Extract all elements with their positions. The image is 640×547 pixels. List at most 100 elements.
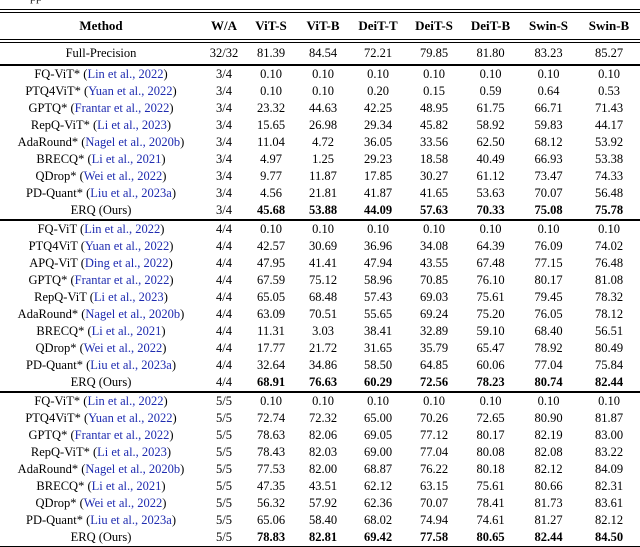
accuracy-value-cell: 47.35 <box>256 478 286 493</box>
table-row: ERQ (Ours) 3/4 45.68 53.88 44.09 57.63 70.33 75… <box>0 202 640 220</box>
wa-bitwidth-cell: 3/4 <box>216 117 232 132</box>
accuracy-value-cell: 58.92 <box>476 117 505 132</box>
citation-link[interactable]: Frantar et al., 2022 <box>74 100 170 115</box>
accuracy-value-cell: 67.59 <box>256 272 286 287</box>
accuracy-value-cell: 41.41 <box>308 255 338 270</box>
quantization-results-table: Method W/A ViT-S ViT-B DeiT-T DeiT-S DeiT-B Swi… <box>0 9 640 547</box>
citation-close-paren: ) <box>166 117 172 132</box>
citation-close-paren: ) <box>163 66 168 81</box>
accuracy-value-cell: 21.81 <box>308 185 338 200</box>
method-cell: PD-Quant* (Liu et al., 2023a) <box>0 185 202 202</box>
accuracy-value-cell: 82.03 <box>308 444 338 459</box>
accuracy-value-cell: 80.08 <box>476 444 505 459</box>
method-name: AdaRound* ( <box>17 306 86 321</box>
table-row: AdaRound* (Nagel et al., 2020b) 5/5 77.53 8… <box>0 461 640 478</box>
accuracy-value-cell: 82.00 <box>308 461 338 476</box>
citation-close-paren: ) <box>160 221 165 236</box>
citation-link[interactable]: Wei et al., 2022 <box>83 340 163 355</box>
accuracy-value-cell: 0.10 <box>537 393 560 408</box>
accuracy-value-cell: 11.87 <box>309 168 337 183</box>
method-name: GPTQ* ( <box>28 100 75 115</box>
accuracy-value-cell: 34.08 <box>419 238 449 253</box>
accuracy-value-cell: 81.87 <box>594 410 624 425</box>
accuracy-value-cell: 0.10 <box>598 393 620 408</box>
accuracy-value-cell: 83.61 <box>594 495 624 510</box>
accuracy-value-cell: 0.10 <box>479 66 502 81</box>
accuracy-value-cell: 0.10 <box>423 221 445 236</box>
table-row: BRECQ* (Li et al., 2021) 4/4 11.31 3.03 38.4… <box>0 323 640 340</box>
accuracy-value-cell: 0.10 <box>423 393 445 408</box>
table-row: FQ-ViT (Lin et al., 2022) 4/4 0.10 0.10 0.10… <box>0 220 640 238</box>
accuracy-value-cell: 32.89 <box>419 323 449 338</box>
wa-bitwidth-cell: 5/5 <box>216 478 232 493</box>
wa-bitwidth-cell: 3/4 <box>216 100 232 115</box>
accuracy-value-cell: 83.23 <box>534 45 563 60</box>
accuracy-value-cell: 11.31 <box>257 323 285 338</box>
table-row: PTQ4ViT (Yuan et al., 2022) 4/4 42.57 30.69… <box>0 238 640 255</box>
accuracy-value-cell: 43.51 <box>308 478 338 493</box>
accuracy-value-cell: 74.61 <box>476 512 505 527</box>
citation-link[interactable]: Nagel et al., 2020b <box>85 134 181 149</box>
citation-link[interactable]: Yuan et al., 2022 <box>88 410 173 425</box>
citation-link[interactable]: Li et al., 2021 <box>91 478 162 493</box>
citation-close-paren: ) <box>161 478 166 493</box>
citation-link[interactable]: Lin et al., 2022 <box>84 221 161 236</box>
citation-link[interactable]: Lin et al., 2022 <box>87 66 164 81</box>
method-cell: PTQ4ViT (Yuan et al., 2022) <box>0 238 202 255</box>
citation-link[interactable]: Liu et al., 2023a <box>90 185 172 200</box>
citation-link[interactable]: Wei et al., 2022 <box>83 168 163 183</box>
method-cell: QDrop* (Wei et al., 2022) <box>0 495 202 512</box>
citation-link[interactable]: Li et al., 2021 <box>91 151 162 166</box>
accuracy-value-cell: 77.58 <box>419 529 449 544</box>
citation-link[interactable]: Nagel et al., 2020b <box>85 461 181 476</box>
table-row: PTQ4ViT* (Yuan et al., 2022) 5/5 72.74 72.3… <box>0 410 640 427</box>
citation-link[interactable]: Wei et al., 2022 <box>83 495 163 510</box>
accuracy-value-cell: 81.27 <box>534 512 563 527</box>
accuracy-value-cell: 69.42 <box>363 529 393 544</box>
method-cell: BRECQ* (Li et al., 2021) <box>0 151 202 168</box>
citation-link[interactable]: Liu et al., 2023a <box>90 357 172 372</box>
method-name: QDrop* ( <box>35 168 84 183</box>
wa-bitwidth-cell: 3/4 <box>216 168 232 183</box>
accuracy-value-cell: 85.27 <box>594 45 624 60</box>
accuracy-value-cell: 0.59 <box>479 83 502 98</box>
accuracy-value-cell: 74.94 <box>419 512 449 527</box>
citation-link[interactable]: Li et al., 2023 <box>93 289 164 304</box>
accuracy-value-cell: 65.47 <box>476 340 505 355</box>
accuracy-value-cell: 0.10 <box>367 221 389 236</box>
citation-link[interactable]: Nagel et al., 2020b <box>85 306 181 321</box>
citation-link[interactable]: Lin et al., 2022 <box>87 393 164 408</box>
accuracy-value-cell: 60.29 <box>363 374 393 389</box>
citation-link[interactable]: Li et al., 2021 <box>91 323 162 338</box>
citation-link[interactable]: Li et al., 2023 <box>97 117 167 132</box>
citation-link[interactable]: Li et al., 2023 <box>97 444 167 459</box>
table-row: GPTQ* (Frantar et al., 2022) 4/4 67.59 75.1… <box>0 272 640 289</box>
accuracy-value-cell: 0.10 <box>312 66 334 81</box>
accuracy-value-cell: 82.12 <box>534 461 563 476</box>
citation-link[interactable]: Frantar et al., 2022 <box>74 427 170 442</box>
method-cell: QDrop* (Wei et al., 2022) <box>0 168 202 185</box>
table-row: QDrop* (Wei et al., 2022) 5/5 56.32 57.92 62… <box>0 495 640 512</box>
citation-link[interactable]: Yuan et al., 2022 <box>88 83 173 98</box>
table-row: RepQ-ViT* (Li et al., 2023) 3/4 15.65 26.98… <box>0 117 640 134</box>
citation-link[interactable]: Yuan et al., 2022 <box>84 238 170 253</box>
accuracy-value-cell: 53.92 <box>594 134 624 149</box>
method-name: RepQ-ViT ( <box>34 289 94 304</box>
citation-link[interactable]: Frantar et al., 2022 <box>74 272 170 287</box>
accuracy-value-cell: 0.10 <box>312 83 334 98</box>
wa-bitwidth-cell: 3/4 <box>216 83 232 98</box>
accuracy-value-cell: 74.02 <box>594 238 624 253</box>
method-cell: BRECQ* (Li et al., 2021) <box>0 323 202 340</box>
accuracy-value-cell: 62.50 <box>476 134 505 149</box>
method-name: BRECQ* ( <box>36 323 92 338</box>
citation-link[interactable]: Liu et al., 2023a <box>90 512 172 527</box>
citation-close-paren: ) <box>172 83 177 98</box>
citation-link[interactable]: Ding et al., 2022 <box>84 255 169 270</box>
accuracy-value-cell: 0.10 <box>260 83 282 98</box>
citation-close-paren: ) <box>162 340 167 355</box>
accuracy-value-cell: 4.72 <box>312 134 334 149</box>
wa-bitwidth-cell: 4/4 <box>216 238 232 253</box>
method-cell: AdaRound* (Nagel et al., 2020b) <box>0 134 202 151</box>
wa-bitwidth-cell: 5/5 <box>216 444 232 459</box>
accuracy-value-cell: 4.97 <box>260 151 282 166</box>
